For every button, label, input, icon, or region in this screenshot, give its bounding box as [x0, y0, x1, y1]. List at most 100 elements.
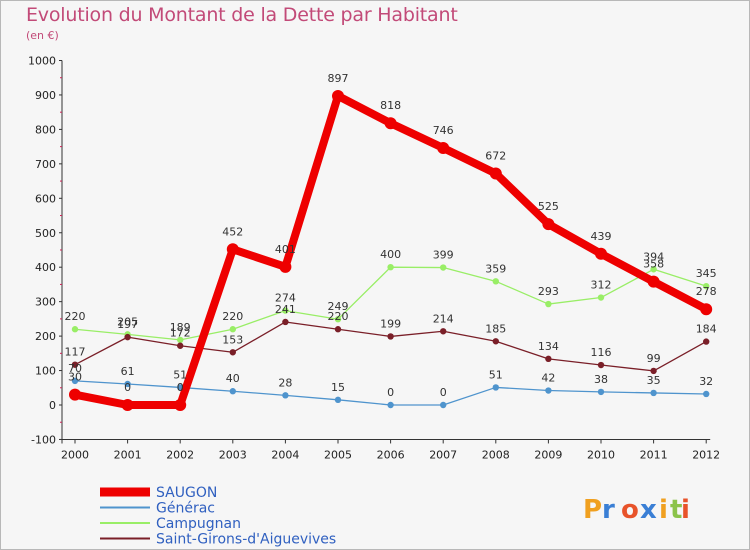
- y-tick-label: 600: [35, 192, 56, 205]
- data-label: 38: [594, 373, 608, 386]
- series-point: [440, 264, 447, 271]
- data-label: 61: [121, 365, 135, 378]
- data-label: 897: [328, 72, 349, 85]
- y-tick-label: 400: [35, 261, 56, 274]
- series-point: [650, 266, 657, 273]
- logo-letter: i: [659, 495, 668, 525]
- data-label: 818: [380, 99, 401, 112]
- x-tick-label: 2003: [219, 448, 247, 461]
- data-label: 116: [591, 346, 612, 359]
- data-label: 42: [541, 372, 555, 385]
- data-label: 359: [485, 262, 506, 275]
- x-tick-label: 2001: [114, 448, 142, 461]
- y-tick-label: -100: [31, 433, 56, 446]
- series-point: [282, 307, 289, 314]
- series-point: [647, 275, 660, 288]
- data-label: 400: [380, 248, 401, 261]
- series-point: [282, 318, 289, 326]
- series-point: [650, 389, 657, 397]
- data-label: 672: [485, 149, 506, 162]
- chart-subtitle: (en €): [26, 29, 59, 42]
- series-point: [597, 294, 605, 301]
- y-tick-label: 700: [35, 158, 56, 171]
- data-label: 153: [222, 333, 243, 346]
- series-point: [489, 167, 502, 180]
- series-point: [124, 380, 131, 388]
- legend-label: SAUGON: [156, 485, 217, 501]
- data-label: 439: [591, 230, 612, 243]
- series-point: [121, 399, 134, 411]
- series-point: [492, 338, 499, 345]
- logo-letter: o: [621, 495, 639, 525]
- y-tick-label: 1000: [28, 55, 56, 68]
- data-label: 185: [485, 322, 506, 335]
- series-point: [703, 338, 710, 345]
- data-label: 189: [170, 321, 191, 334]
- series-point: [703, 390, 710, 398]
- data-label: 220: [222, 310, 243, 323]
- series-point: [437, 142, 450, 155]
- data-label: 312: [591, 279, 612, 292]
- series-point: [545, 387, 552, 394]
- y-tick-label: 800: [35, 123, 56, 136]
- y-tick-label: 0: [49, 399, 56, 412]
- data-label: 0: [387, 386, 394, 399]
- series-point: [334, 396, 342, 404]
- data-label: 40: [226, 372, 240, 385]
- data-label: 293: [538, 285, 559, 298]
- data-label: 274: [275, 292, 296, 305]
- y-tick-label: 900: [35, 89, 56, 102]
- series-layer: [69, 89, 713, 411]
- data-label: 358: [643, 258, 664, 271]
- chart-title: Evolution du Montant de la Dette par Hab…: [26, 4, 458, 26]
- data-label: 199: [380, 317, 401, 330]
- logo-letter: r: [602, 495, 615, 525]
- data-label: 220: [65, 310, 86, 323]
- x-tick-label: 2005: [324, 448, 352, 461]
- x-tick-label: 2012: [692, 448, 720, 461]
- y-tick-label: 100: [35, 365, 56, 378]
- series-point: [595, 247, 607, 260]
- data-label: 278: [696, 285, 717, 298]
- x-tick-label: 2002: [166, 448, 194, 461]
- series-point: [440, 328, 447, 335]
- series-point: [545, 355, 552, 363]
- series-point: [387, 401, 394, 409]
- legend-label: Générac: [156, 501, 215, 517]
- logo-letter: P: [583, 495, 602, 525]
- series-point: [700, 303, 713, 316]
- series-point: [650, 367, 657, 375]
- series-point: [71, 326, 79, 333]
- x-tick-label: 2008: [482, 448, 510, 461]
- legend: SAUGONGénéracCampugnanSaint-Girons-d'Aig…: [100, 485, 336, 548]
- data-label: 0: [440, 386, 447, 399]
- data-label: 214: [433, 312, 454, 325]
- series-point: [124, 333, 131, 341]
- data-label: 394: [643, 250, 664, 263]
- series-point: [440, 401, 447, 409]
- data-label: 30: [68, 371, 82, 384]
- data-label: 15: [331, 381, 345, 394]
- series-point: [177, 342, 184, 349]
- series-point: [279, 260, 292, 273]
- data-label: 35: [647, 374, 661, 387]
- series-point: [334, 326, 342, 333]
- y-tick-label: 300: [35, 296, 56, 309]
- data-label: 0: [177, 381, 184, 394]
- y-tick-label: 500: [35, 227, 56, 240]
- series-point: [174, 399, 187, 411]
- data-label: 525: [538, 200, 559, 213]
- series-point: [542, 218, 555, 231]
- logo-letter: i: [681, 495, 690, 525]
- data-label: 399: [433, 249, 454, 262]
- series-point: [492, 278, 499, 285]
- series-point: [387, 264, 394, 271]
- series-point: [177, 336, 184, 344]
- data-label: 197: [117, 318, 138, 331]
- data-label: 117: [65, 346, 86, 359]
- data-label: 134: [538, 340, 559, 353]
- data-label: 220: [328, 310, 349, 323]
- data-label: 172: [170, 327, 191, 340]
